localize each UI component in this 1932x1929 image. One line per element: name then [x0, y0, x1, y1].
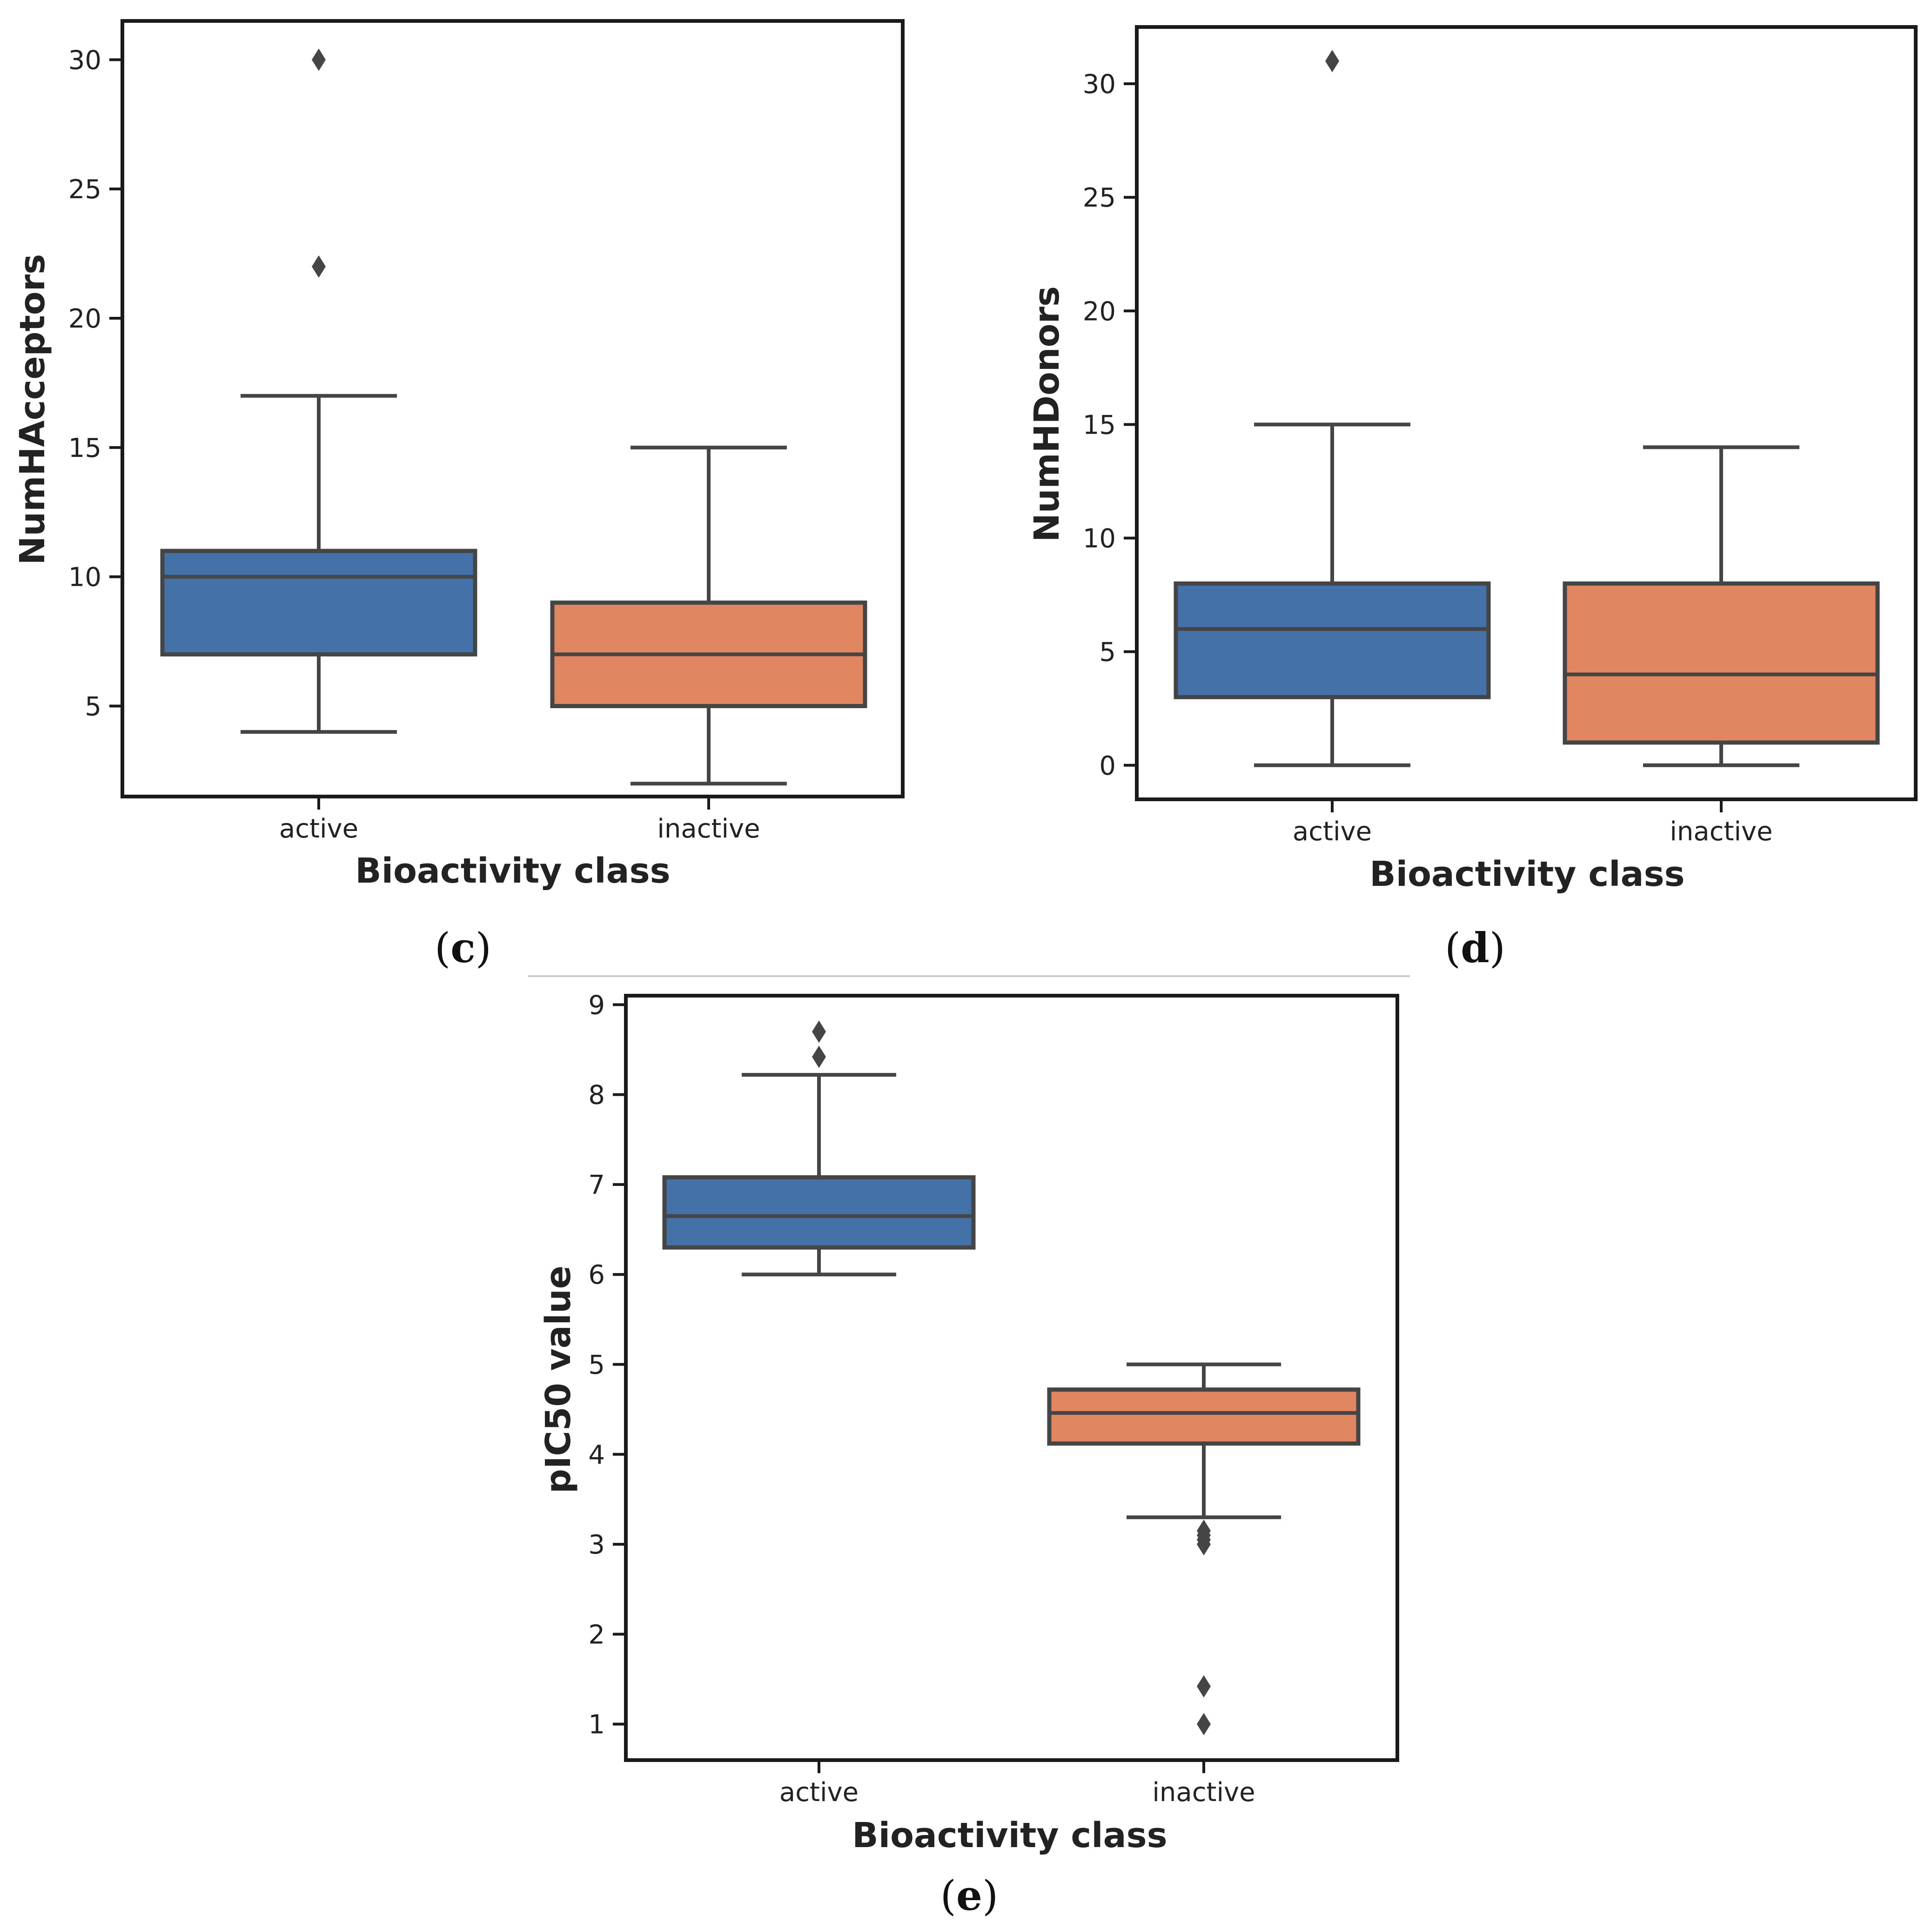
panel-d-plot: 0 5 10 15 20 25 30 active inactive [1083, 25, 1918, 847]
panel-d-ytick-label: 5 [1099, 637, 1116, 668]
panel-d-ytick-label: 10 [1083, 524, 1116, 554]
panel-e-outlier [1197, 1520, 1211, 1542]
panel-c-box-active [160, 48, 477, 734]
panel-c-label: (c) [435, 924, 491, 972]
panel-d-ytick-label: 20 [1083, 296, 1116, 327]
panel-e-plot-frame [624, 994, 1399, 1762]
panel-d-iqr-box [1174, 581, 1491, 699]
panel-e-label-letter: e [956, 1871, 982, 1920]
panel-c-ytick-label: 20 [68, 304, 101, 334]
panel-e: 1 2 3 4 5 6 7 8 9 active inactive pIC50 value Bioa… [538, 990, 1399, 1920]
panel-e-xlabel: Bioactivity class [852, 1815, 1167, 1855]
panel-e-box-active [662, 1020, 976, 1277]
panel-e-ytick-label: 7 [588, 1170, 605, 1200]
panel-e-ytick-label: 9 [588, 990, 605, 1020]
panel-e-ytick-label: 2 [588, 1620, 605, 1650]
panel-e-outlier [1197, 1675, 1211, 1698]
panel-e-xtick-label-active: active [779, 1777, 859, 1808]
panel-d-label-letter: d [1461, 924, 1489, 972]
panel-c-box-inactive [550, 445, 867, 786]
panel-e-plot: 1 2 3 4 5 6 7 8 9 active inactive [588, 990, 1399, 1808]
panel-c-plot: 5 10 15 20 25 30 active inactive [68, 19, 905, 844]
panel-d-ytick-label: 15 [1083, 410, 1116, 440]
panel-d-xtick-label-inactive: inactive [1670, 817, 1772, 847]
panel-e-label: (e) [940, 1871, 999, 1920]
panel-c-xtick-label-inactive: inactive [657, 814, 760, 844]
panel-e-outlier [1197, 1713, 1211, 1735]
panel-d-xtick-label-active: active [1293, 817, 1372, 847]
panel-c-ytick-label: 5 [85, 692, 101, 722]
panel-e-outlier [812, 1020, 826, 1043]
panel-c-ytick-label: 15 [68, 433, 101, 463]
panel-e-ytick-label: 1 [588, 1710, 605, 1740]
panel-d-box-inactive [1563, 445, 1880, 767]
panel-c-label-letter: c [450, 924, 476, 972]
panel-c-ytick-label: 25 [68, 174, 101, 205]
panel-c-iqr-box [160, 549, 477, 656]
panel-e-ytick-label: 4 [588, 1440, 605, 1470]
panel-c-ylabel: NumHAcceptors [13, 254, 53, 565]
panel-e-xtick-label-inactive: inactive [1152, 1777, 1255, 1808]
panel-d-ytick-label: 25 [1083, 183, 1116, 213]
panel-e-iqr-box [1047, 1387, 1361, 1446]
panel-d-plot-frame [1135, 25, 1918, 801]
panel-c-xlabel: Bioactivity class [355, 851, 670, 891]
panel-d-box-active [1174, 50, 1491, 767]
panel-e-box-inactive [1047, 1362, 1361, 1735]
panel-d-ylabel: NumHDonors [1027, 286, 1067, 542]
panel-c-ytick-label: 10 [68, 563, 101, 593]
panel-d: 0 5 10 15 20 25 30 active inactive NumHDonors Bi… [1027, 25, 1918, 972]
panel-d-label: (d) [1445, 924, 1505, 972]
panel-d-iqr-box [1563, 581, 1880, 745]
panel-c-plot-frame [121, 19, 905, 798]
panel-e-ytick-label: 8 [588, 1080, 605, 1111]
panel-e-iqr-box [662, 1175, 976, 1250]
panel-d-ytick-label: 0 [1099, 751, 1116, 781]
panel-d-xlabel: Bioactivity class [1369, 854, 1684, 894]
panel-c-outlier [312, 255, 326, 278]
panel-e-ytick-label: 6 [588, 1260, 605, 1290]
panel-e-outlier [812, 1045, 826, 1068]
panel-d-outlier [1325, 50, 1339, 73]
panel-c-outlier [312, 48, 326, 71]
panel-c-ytick-label: 30 [68, 45, 101, 75]
panel-e-ytick-label: 5 [588, 1350, 605, 1380]
panel-c-xtick-label-active: active [279, 814, 358, 844]
panel-e-ylabel: pIC50 value [538, 1266, 578, 1494]
panel-d-ytick-label: 30 [1083, 69, 1116, 100]
panel-e-ytick-label: 3 [588, 1530, 605, 1560]
